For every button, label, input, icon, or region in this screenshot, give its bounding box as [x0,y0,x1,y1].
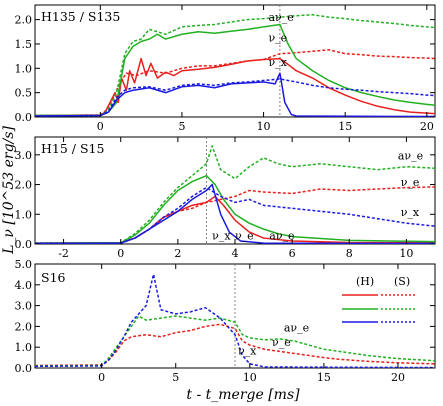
x-tick-label: 0 [117,247,124,260]
y-tick-label: 2.0 [15,320,33,333]
y-tick-label: 3.0 [15,149,33,162]
series-nux-h [35,183,435,244]
series-nux-h [35,72,435,117]
x-tick-label: 10 [243,371,257,384]
series-anue-s [35,145,435,244]
y-tick-label: 5.0 [15,258,33,271]
curve-label: ν_e [272,336,291,349]
panel-2-plot: -2 0 2 4 6 8 10 0.0 1.0 2.0 3.0 aν_e ν_e ν_x ν_x ν_e aν_… [15,137,435,260]
y-tick-label: 4.0 [15,279,33,292]
x-tick-label: 6 [289,247,296,260]
x-tick-label: 0 [97,120,104,133]
series-nux-s [35,273,435,368]
series-anue-h [35,174,435,244]
x-axis-label: t - t_merge [ms] [186,387,300,403]
curve-label: aν_e [398,149,423,162]
curve-label: ν_e [268,32,287,45]
y-tick-label: 0.5 [15,87,33,100]
y-tick-label: 2.0 [15,179,33,192]
series-anue-s [35,315,435,367]
curve-label: ν_x [238,344,257,357]
y-tick-label: 0.0 [15,238,33,251]
series-anue-s [35,13,435,117]
y-tick-label: 1.0 [15,341,33,354]
x-tick-label: 4 [232,247,239,260]
x-tick-label: -2 [58,247,69,260]
curve-label: ν_x [401,206,420,219]
series-nue-h [35,57,435,117]
series-nux-s [35,186,435,244]
curve-label: ν_x [268,56,287,69]
panel-2-title: H15 / S15 [41,141,104,156]
x-tick-label: 20 [391,371,405,384]
curve-label: ν_e [235,230,254,243]
y-tick-label: 0.0 [15,362,33,375]
x-tick-label: 0 [98,371,105,384]
panel-frame-1 [34,4,436,118]
x-tick-label: 8 [346,247,353,260]
panel-1-title: H135 / S135 [41,9,120,24]
y-tick-label: 1.5 [15,38,33,51]
x-tick-label: 15 [338,120,352,133]
panel-3-plot: 0 5 10 15 20 0.0 1.0 2.0 3.0 4.0 5.0 aν_eν_e ν_x [15,258,435,384]
y-tick-label: 1.0 [15,62,33,75]
y-tick-label: 0.0 [15,111,33,124]
x-tick-label: 5 [178,120,185,133]
y-tick-label: 3.0 [15,300,33,313]
x-tick-label: 2 [174,247,181,260]
curve-label: aν_e [268,11,293,24]
series-anue-h [35,23,435,117]
legend: (H) (S) [342,275,417,323]
legend-label-h: (H) [356,275,374,288]
panel-3-title: S16 [41,270,66,285]
series-nux-s [35,78,435,117]
curve-label: aν_e [269,230,294,243]
panel-1-plot: 0 5 10 15 20 0.0 0.5 1.0 1.5 2.0 aν_e ν_e ν_x [15,5,435,133]
x-tick-label: 5 [172,371,179,384]
curve-label: aν_e [284,322,309,335]
curve-label: ν_e [401,176,420,189]
curve-label: ν_x [212,230,231,243]
legend-label-s: (S) [394,275,410,288]
series-nue-s [35,186,435,244]
y-tick-label: 2.0 [15,14,33,27]
x-tick-label: 10 [399,247,413,260]
y-tick-label: 1.0 [15,208,33,221]
y-axis-label: L_ν [10^53 erg/s] [1,126,17,255]
x-tick-label: 10 [257,120,271,133]
x-tick-label: 15 [317,371,331,384]
x-tick-label: 20 [420,120,434,133]
